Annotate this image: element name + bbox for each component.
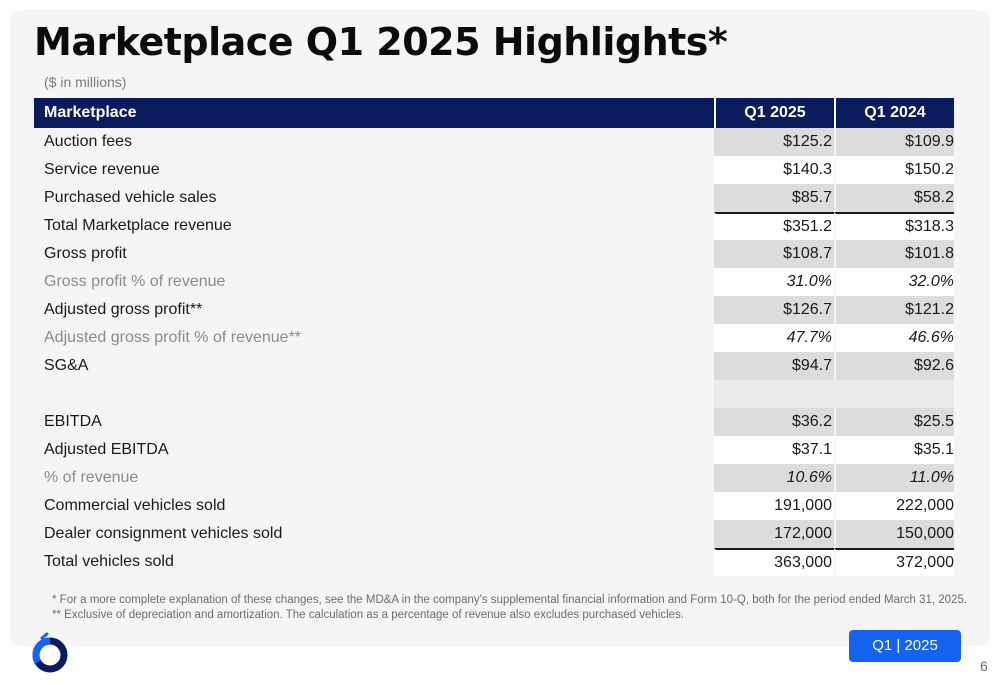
table-spacer-row	[34, 380, 954, 408]
value-q1-2024: $109.9	[834, 128, 954, 156]
units-note: ($ in millions)	[44, 74, 127, 90]
value-q1-2025: $94.7	[714, 352, 834, 380]
table-row: Gross profit % of revenue 31.0% 32.0%	[34, 268, 954, 296]
value-q1-2025: 31.0%	[714, 268, 834, 296]
value-q1-2024: 11.0%	[834, 464, 954, 492]
table-row: SG&A $94.7 $92.6	[34, 352, 954, 380]
table-row: Auction fees $125.2 $109.9	[34, 128, 954, 156]
value-q1-2024: 46.6%	[834, 324, 954, 352]
financial-table: Marketplace Q1 2025 Q1 2024 Auction fees…	[34, 98, 954, 576]
value-q1-2025: $37.1	[714, 436, 834, 464]
row-label	[34, 380, 714, 408]
value-q1-2025: 10.6%	[714, 464, 834, 492]
table-row-total: Total vehicles sold 363,000 372,000	[34, 548, 954, 576]
row-label: Purchased vehicle sales	[44, 189, 217, 206]
value-q1-2024: $35.1	[834, 436, 954, 464]
row-label: Dealer consignment vehicles sold	[44, 525, 283, 542]
table-header-row: Marketplace Q1 2025 Q1 2024	[34, 98, 954, 128]
value-q1-2024: 32.0%	[834, 268, 954, 296]
row-label: Total Marketplace revenue	[44, 217, 232, 234]
value-q1-2024: 222,000	[834, 492, 954, 520]
table-row: Dealer consignment vehicles sold 172,000…	[34, 520, 954, 548]
row-label: EBITDA	[44, 413, 102, 430]
value-q1-2025: $36.2	[714, 408, 834, 436]
value-q1-2025: $85.7	[714, 184, 834, 212]
value-q1-2024: $58.2	[834, 184, 954, 212]
value-q1-2024: $25.5	[834, 408, 954, 436]
page-title: Marketplace Q1 2025 Highlights*	[34, 20, 728, 64]
row-label: Adjusted gross profit**	[44, 301, 203, 318]
page-number: 6	[980, 658, 988, 674]
table-row-total: Total Marketplace revenue $351.2 $318.3	[34, 212, 954, 240]
row-label: Commercial vehicles sold	[44, 497, 226, 514]
table-row: Gross profit $108.7 $101.8	[34, 240, 954, 268]
column-header-q1-2025: Q1 2025	[714, 98, 834, 128]
row-label: Gross profit	[44, 245, 127, 262]
row-label: % of revenue	[44, 469, 139, 486]
footnote: * For a more complete explanation of the…	[52, 594, 968, 606]
value-q1-2024: $318.3	[834, 212, 954, 240]
table-row: Purchased vehicle sales $85.7 $58.2	[34, 184, 954, 212]
value-q1-2025: 47.7%	[714, 324, 834, 352]
value-q1-2025: $126.7	[714, 296, 834, 324]
value-q1-2024	[834, 380, 954, 408]
value-q1-2024: $101.8	[834, 240, 954, 268]
value-q1-2025: $351.2	[714, 212, 834, 240]
value-q1-2025: 172,000	[714, 520, 834, 548]
row-label: Adjusted gross profit % of revenue**	[44, 329, 302, 346]
column-header-q1-2024: Q1 2024	[834, 98, 954, 128]
brand-ring-logo-icon	[32, 632, 68, 673]
value-q1-2025: 363,000	[714, 548, 834, 576]
value-q1-2025: $140.3	[714, 156, 834, 184]
table-row: Adjusted EBITDA $37.1 $35.1	[34, 436, 954, 464]
row-label: Total vehicles sold	[44, 553, 174, 570]
column-header-marketplace: Marketplace	[34, 98, 714, 128]
table-row: Commercial vehicles sold 191,000 222,000	[34, 492, 954, 520]
table-row: Adjusted gross profit % of revenue** 47.…	[34, 324, 954, 352]
table-row: % of revenue 10.6% 11.0%	[34, 464, 954, 492]
value-q1-2024: $92.6	[834, 352, 954, 380]
value-q1-2025	[714, 380, 834, 408]
value-q1-2024: $121.2	[834, 296, 954, 324]
value-q1-2024: 150,000	[834, 520, 954, 548]
value-q1-2024: 372,000	[834, 548, 954, 576]
table-row: Service revenue $140.3 $150.2	[34, 156, 954, 184]
row-label: SG&A	[44, 357, 89, 374]
table-row: EBITDA $36.2 $25.5	[34, 408, 954, 436]
row-label: Service revenue	[44, 161, 160, 178]
footnotes: * For a more complete explanation of the…	[52, 593, 967, 623]
row-label: Gross profit % of revenue	[44, 273, 226, 290]
value-q1-2025: $108.7	[714, 240, 834, 268]
value-q1-2024: $150.2	[834, 156, 954, 184]
row-label: Auction fees	[44, 133, 133, 150]
row-label: Adjusted EBITDA	[44, 441, 169, 458]
table-row: Adjusted gross profit** $126.7 $121.2	[34, 296, 954, 324]
footnote: ** Exclusive of depreciation and amortiz…	[52, 609, 685, 621]
value-q1-2025: 191,000	[714, 492, 834, 520]
value-q1-2025: $125.2	[714, 128, 834, 156]
period-badge: Q1 | 2025	[849, 630, 961, 662]
